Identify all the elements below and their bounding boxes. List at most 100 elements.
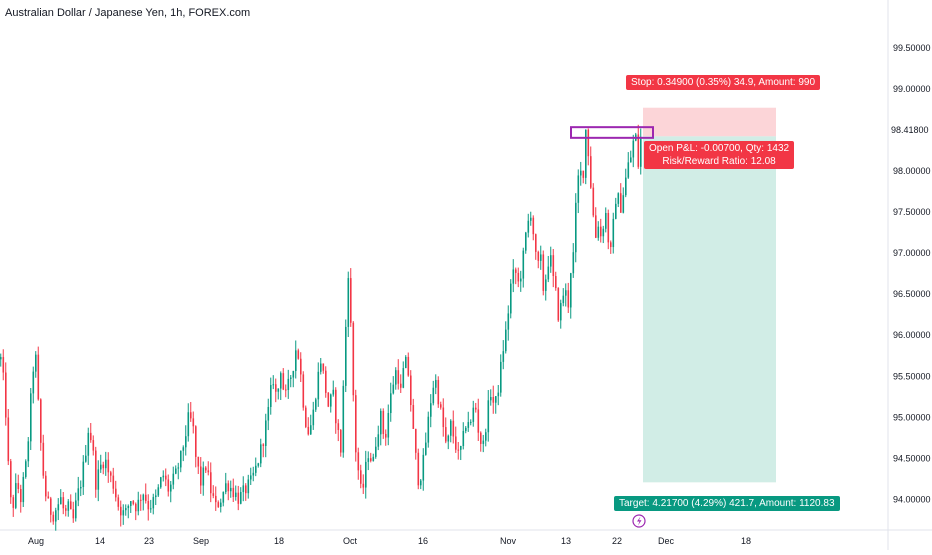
candle-body <box>335 389 337 424</box>
last-price-tag: 98.41800 <box>889 125 931 135</box>
time-tick-label: 14 <box>95 536 105 546</box>
candle-body <box>155 495 157 498</box>
candle-body <box>632 140 635 158</box>
candle-body <box>562 295 565 304</box>
pnl-label[interactable]: Open P&L: -0.00700, Qty: 1432 Risk/Rewar… <box>644 141 795 169</box>
time-axis[interactable]: Aug 14 23 Sep 18 Oct 16 Nov 13 22 Dec 18 <box>28 536 751 546</box>
candle-body <box>605 212 607 229</box>
candle-body <box>462 430 465 447</box>
candle-body <box>597 226 600 238</box>
candle-body <box>150 508 152 510</box>
candle-body <box>40 399 42 443</box>
candle-body <box>282 373 285 390</box>
candle-body <box>65 508 67 511</box>
candle-body <box>237 492 240 504</box>
candle-body <box>90 432 92 441</box>
candle-body <box>315 399 317 410</box>
candle-body <box>410 375 412 406</box>
candle-body <box>97 469 100 490</box>
candle-body <box>612 218 615 248</box>
candle-body <box>190 412 192 419</box>
candle-body <box>560 303 562 321</box>
candle-body <box>10 461 12 498</box>
candle-body <box>220 502 222 507</box>
candle-body <box>555 276 557 289</box>
candle-body <box>395 370 397 385</box>
candle-body <box>602 228 605 237</box>
candle-body <box>215 495 217 503</box>
price-tick-label: 97.00000 <box>893 248 931 258</box>
candle-body <box>407 356 410 376</box>
candle-body <box>180 450 182 468</box>
candle-body <box>12 497 15 508</box>
time-tick-label: 18 <box>741 536 751 546</box>
candle-body <box>312 409 315 426</box>
candle-body <box>217 502 220 507</box>
candle-body <box>475 407 477 410</box>
candle-body <box>85 455 87 462</box>
candle-body <box>280 373 282 389</box>
candle-body <box>285 389 287 391</box>
candle-body <box>325 370 327 393</box>
candle-body <box>80 486 82 489</box>
candle-body <box>300 358 302 375</box>
candle-body <box>122 510 125 516</box>
candle-body <box>537 251 540 261</box>
price-tick-label: 94.00000 <box>893 494 931 504</box>
take-profit-zone[interactable] <box>643 136 776 483</box>
candle-body <box>360 470 362 484</box>
candle-body <box>292 371 295 378</box>
candle-body <box>377 434 380 447</box>
candle-body <box>210 472 212 494</box>
candle-body <box>275 384 277 392</box>
candle-body <box>420 480 422 486</box>
candle-body <box>60 497 62 505</box>
candle-body <box>327 392 330 407</box>
price-tick-label: 97.50000 <box>893 207 931 217</box>
candle-body <box>357 452 360 471</box>
candle-body <box>530 217 532 221</box>
candle-body <box>477 409 480 433</box>
candle-body <box>182 447 185 451</box>
event-marker[interactable] <box>632 514 646 528</box>
candle-body <box>372 456 375 461</box>
candle-body <box>515 269 517 273</box>
candle-body <box>495 396 497 403</box>
candle-body <box>585 129 587 178</box>
candle-body <box>400 383 402 388</box>
time-tick-label: 18 <box>274 536 284 546</box>
candle-body <box>87 432 90 456</box>
candle-body <box>402 368 405 388</box>
candle-body <box>117 497 120 507</box>
stop-label[interactable]: Stop: 0.34900 (0.35%) 34.9, Amount: 990 <box>626 75 821 90</box>
candle-body <box>427 416 430 443</box>
candle-body <box>617 193 620 204</box>
candle-body <box>45 475 47 497</box>
candle-body <box>505 329 507 352</box>
candle-body <box>132 501 135 504</box>
candle-body <box>25 461 27 477</box>
candle-body <box>610 242 612 248</box>
candle-body <box>592 187 595 216</box>
price-tick-label: 98.00000 <box>893 166 931 176</box>
candle-body <box>7 417 10 462</box>
candle-body <box>262 444 265 446</box>
candle-body <box>527 220 530 233</box>
candle-body <box>305 407 307 427</box>
candle-body <box>590 156 592 188</box>
price-tick-label: 95.50000 <box>893 371 931 381</box>
candle-body <box>480 432 482 444</box>
candle-body <box>365 461 367 488</box>
candle-body <box>332 389 335 395</box>
candle-body <box>67 501 70 511</box>
candle-body <box>22 476 25 503</box>
candle-body <box>195 426 197 457</box>
candle-body <box>512 269 515 284</box>
target-label[interactable]: Target: 4.21700 (4.29%) 421.7, Amount: 1… <box>614 496 840 511</box>
resistance-box[interactable] <box>570 126 654 139</box>
price-axis[interactable]: 99.5000099.0000098.5000098.0000097.50000… <box>893 43 931 504</box>
candle-body <box>540 254 542 261</box>
candle-body <box>542 254 545 291</box>
stop-loss-zone[interactable] <box>643 107 776 137</box>
